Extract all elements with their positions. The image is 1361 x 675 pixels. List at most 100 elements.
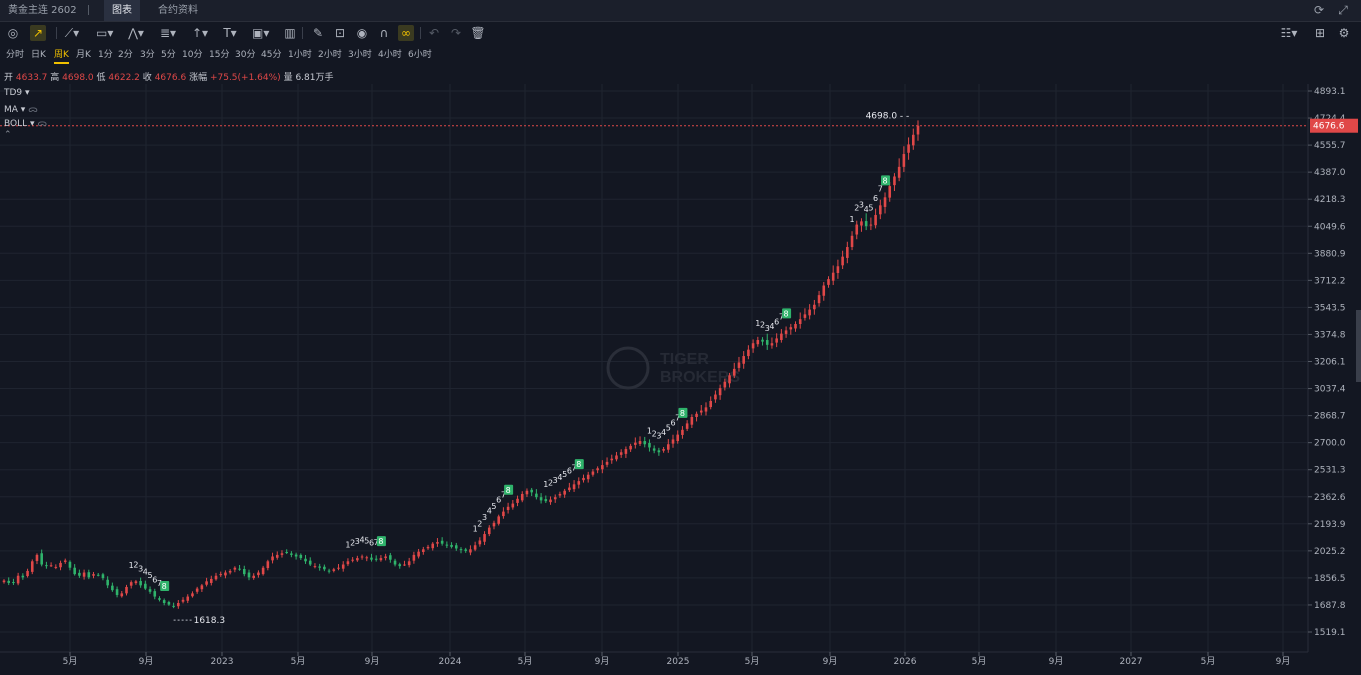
chart-style-icon[interactable]: ↗ [30,25,46,41]
candle-body [242,569,246,575]
period-4h[interactable]: 4小时 [378,50,402,60]
period-30m[interactable]: 30分 [235,50,256,60]
candle-body [483,534,486,542]
indicator-boll[interactable]: BOLL ▾ ᯅ [4,119,48,129]
y-tick-label: 2025.2 [1314,547,1346,557]
text-tool-icon[interactable]: T▾ [223,26,237,40]
candle-body [549,499,552,503]
period-monthly[interactable]: 月K [76,50,91,60]
fib-tool-icon[interactable]: ≣▾ [160,26,177,40]
candle-body [351,559,354,561]
td-count-label: 6 [873,194,878,203]
candle-body [407,561,411,566]
candle-body [45,565,48,567]
period-15m[interactable]: 15分 [209,50,230,60]
candle-body [798,319,802,324]
indicator-ma[interactable]: MA ▾ ᯅ [4,105,38,115]
td-count-label: 7 [878,184,883,193]
candle-body [327,570,331,572]
collapse-icon[interactable]: ⌃ [4,130,12,140]
candle-body [214,575,218,580]
line-tool-icon[interactable]: ⟋▾ [64,26,80,40]
candle-body [657,450,661,453]
candle-body [864,221,868,227]
trash-icon[interactable]: 🗑 [470,26,486,40]
arrow-tool-icon[interactable]: ↑▾ [192,26,209,40]
layout-icon[interactable]: ☷▾ [1280,26,1298,40]
period-selector: 分时 日K 周K 月K 1分 2分 3分 5分 10分 15分 30分 45分 … [0,45,1361,65]
td-count-label: 4 [487,507,492,516]
period-6h[interactable]: 6小时 [408,50,432,60]
candle-body [275,554,279,558]
period-2m[interactable]: 2分 [118,50,133,60]
candle-body [440,540,444,544]
period-daily[interactable]: 日K [31,50,46,60]
close-label: 收 [142,73,152,83]
period-10m[interactable]: 10分 [182,50,203,60]
lock-icon[interactable]: ⊡ [334,26,346,40]
bars-tool-icon[interactable]: ▥ [284,26,296,40]
candle-body [747,349,750,357]
tab-chart[interactable]: 图表 [104,0,140,21]
pencil-icon[interactable]: ✎ [312,26,324,40]
indicator-icon[interactable]: ◎ [7,26,19,40]
candle-body [831,272,835,281]
grid-icon[interactable]: ⊞ [1314,26,1326,40]
candle-body [266,561,270,569]
candle-body [577,481,581,485]
eye-icon[interactable]: ◉ [356,26,368,40]
td-signal-box [782,308,792,319]
period-5m[interactable]: 5分 [161,50,176,60]
candle-body [643,441,647,445]
td-count-label: 4 [557,473,562,482]
candle-body [332,569,336,571]
candle-body [12,581,15,583]
tab-instrument[interactable]: 黄金主连 2602 [8,5,77,16]
settings-icon[interactable]: ⚙ [1338,26,1350,40]
low-value: 4622.2 [108,73,140,83]
period-tick[interactable]: 分时 [6,50,25,60]
pattern-tool-icon[interactable]: ⋀▾ [128,26,144,40]
candle-body [384,556,387,559]
refresh-icon[interactable]: ⟳ [1313,3,1325,17]
td-count-label: 6 [369,539,374,548]
redo-icon[interactable]: ↷ [450,26,462,40]
candle-body [883,197,887,207]
rect-tool-icon[interactable]: ▭▾ [96,26,114,40]
right-scroll-handle[interactable] [1356,310,1361,382]
change-label: 涨幅 [189,73,208,83]
candle-body [667,444,670,450]
measure-tool-icon[interactable]: ▣▾ [252,26,270,40]
period-45m[interactable]: 45分 [261,50,282,60]
period-weekly[interactable]: 周K [54,48,69,64]
x-tick-label: 5月 [1201,656,1216,667]
y-tick-label: 4555.7 [1314,141,1346,151]
tab-contract-info[interactable]: 合约资料 [158,5,198,16]
change-value: +75.5(+1.64%) [209,73,281,83]
candle-body [129,582,133,586]
candle-body [662,449,665,451]
period-2h[interactable]: 2小时 [318,50,342,60]
indicator-td9[interactable]: TD9 ▾ [4,88,30,98]
candle-body [836,266,840,274]
td-count-label: 5 [364,536,369,545]
candle-body [539,497,543,501]
undo-icon[interactable]: ↶ [428,26,440,40]
fullscreen-icon[interactable]: ⤢ [1338,3,1348,17]
candle-body [389,555,392,560]
period-3h[interactable]: 3小时 [348,50,372,60]
td-count-label: 3 [553,476,558,485]
candle-body [690,416,694,425]
candle-body [280,553,284,555]
td-count-label: 1 [473,524,478,533]
link-icon[interactable]: ∞ [398,25,414,41]
period-3m[interactable]: 3分 [140,50,155,60]
magnet-icon[interactable]: ∩ [379,26,389,40]
y-tick-label: 4387.0 [1314,168,1346,178]
candle-body [158,598,161,600]
period-1h[interactable]: 1小时 [288,50,312,60]
period-1m[interactable]: 1分 [98,50,113,60]
candle-body [200,585,204,590]
